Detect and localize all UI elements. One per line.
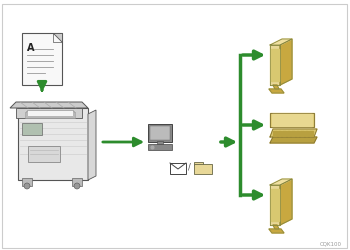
Polygon shape	[295, 131, 299, 133]
Polygon shape	[270, 185, 280, 225]
Polygon shape	[304, 131, 308, 133]
Text: /: /	[188, 163, 191, 172]
Polygon shape	[271, 49, 279, 81]
Circle shape	[74, 183, 80, 189]
Polygon shape	[271, 189, 279, 221]
Polygon shape	[309, 131, 313, 133]
Polygon shape	[295, 134, 299, 136]
Bar	[152, 145, 168, 149]
Polygon shape	[270, 137, 317, 143]
Bar	[28, 146, 60, 162]
Polygon shape	[16, 108, 82, 118]
Polygon shape	[273, 134, 276, 136]
Polygon shape	[53, 33, 62, 42]
Bar	[22, 123, 42, 135]
Bar	[194, 162, 203, 165]
Polygon shape	[270, 39, 292, 45]
Bar	[194, 164, 212, 174]
Polygon shape	[88, 110, 96, 180]
Polygon shape	[269, 229, 284, 233]
Polygon shape	[272, 114, 312, 126]
Polygon shape	[270, 113, 314, 127]
Bar	[72, 178, 82, 186]
Text: CQK100: CQK100	[320, 241, 342, 246]
Polygon shape	[278, 134, 281, 136]
Polygon shape	[309, 134, 313, 136]
Polygon shape	[273, 131, 276, 133]
Polygon shape	[273, 225, 279, 229]
Polygon shape	[278, 131, 281, 133]
Polygon shape	[287, 134, 290, 136]
Polygon shape	[287, 131, 290, 133]
Polygon shape	[280, 39, 292, 85]
Bar	[27, 110, 73, 116]
Polygon shape	[300, 134, 303, 136]
Bar	[150, 126, 170, 140]
Circle shape	[174, 118, 196, 140]
Circle shape	[199, 128, 223, 152]
Circle shape	[24, 183, 30, 189]
FancyBboxPatch shape	[18, 108, 88, 180]
Polygon shape	[269, 89, 284, 93]
Polygon shape	[270, 179, 292, 185]
Bar	[170, 163, 186, 174]
Bar	[157, 141, 163, 145]
Polygon shape	[300, 131, 303, 133]
Polygon shape	[10, 102, 88, 108]
Polygon shape	[273, 85, 279, 89]
Polygon shape	[282, 134, 286, 136]
Bar	[26, 111, 74, 117]
Polygon shape	[270, 45, 280, 85]
Circle shape	[193, 139, 213, 159]
Circle shape	[179, 121, 211, 153]
Polygon shape	[291, 131, 294, 133]
Polygon shape	[282, 131, 286, 133]
Bar	[25, 112, 75, 118]
Bar	[22, 178, 32, 186]
Circle shape	[167, 131, 191, 155]
Polygon shape	[304, 134, 308, 136]
Bar	[148, 124, 172, 142]
Polygon shape	[270, 129, 317, 137]
Circle shape	[179, 139, 199, 159]
Circle shape	[181, 125, 209, 153]
Text: A: A	[27, 43, 35, 53]
Bar	[148, 144, 172, 150]
Circle shape	[193, 117, 217, 141]
Polygon shape	[280, 179, 292, 225]
Polygon shape	[291, 134, 294, 136]
Bar	[22, 33, 62, 85]
